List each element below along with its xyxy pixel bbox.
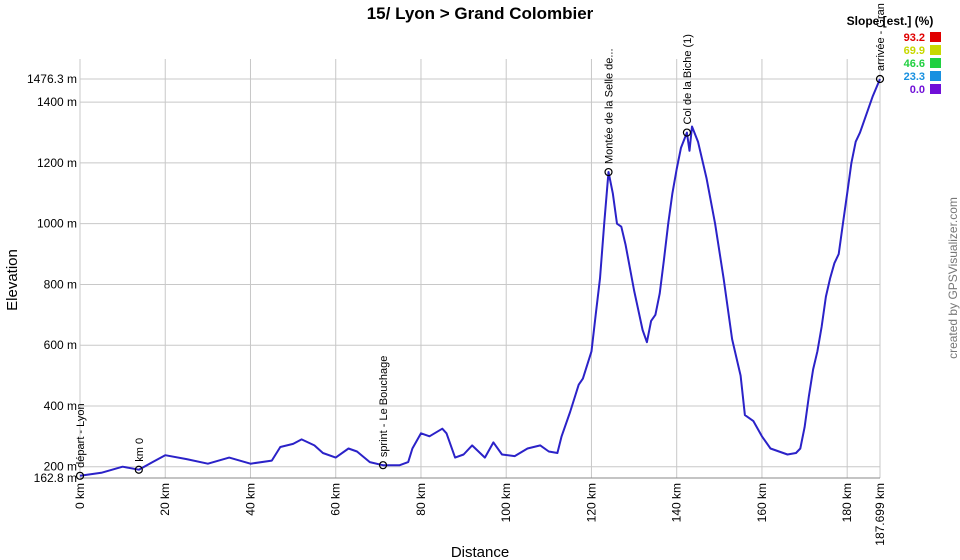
x-tick-label: 187.699 km	[873, 483, 887, 546]
legend-label: 46.6	[904, 58, 925, 70]
legend-swatch	[930, 32, 941, 42]
y-tick-label: 600 m	[44, 338, 77, 352]
waypoint	[875, 74, 885, 84]
x-tick-label: 100 km	[499, 483, 513, 522]
waypoint-label: Col de la Biche (1)	[682, 34, 694, 125]
x-tick-label: 120 km	[584, 483, 598, 522]
x-tick-label: 80 km	[414, 483, 428, 516]
legend-title: Slope [est.] (%)	[847, 14, 934, 28]
x-axis-title: Distance	[451, 544, 509, 560]
waypoint-label: Montée de la Selle de...	[604, 48, 616, 164]
y-tick-label: 1400 m	[37, 95, 77, 109]
legend-label: 23.3	[904, 71, 925, 83]
waypoint	[682, 128, 692, 137]
x-tick-label: 180 km	[840, 483, 854, 522]
waypoint-label: arrivée - Gran	[875, 3, 887, 71]
x-tick-label: 60 km	[329, 483, 343, 516]
y-tick-label: 162.8 m	[34, 471, 77, 485]
waypoint	[378, 461, 388, 470]
waypoint-label: sprint - Le Bouchage	[378, 356, 390, 458]
y-tick-label: 1476.3 m	[27, 72, 77, 86]
legend-swatch	[930, 71, 941, 81]
elevation-line	[79, 78, 881, 477]
x-tick-label: 20 km	[158, 483, 172, 516]
chart-title: 15/ Lyon > Grand Colombier	[367, 4, 594, 23]
waypoint	[604, 167, 613, 177]
x-tick-label: 140 km	[670, 483, 684, 522]
legend-label: 69.9	[904, 45, 925, 57]
x-tick-label: 40 km	[243, 483, 257, 516]
legend-label: 0.0	[910, 84, 925, 96]
waypoint	[75, 471, 85, 480]
legend-swatch	[930, 58, 941, 68]
y-tick-label: 1000 m	[37, 217, 77, 231]
y-axis-title: Elevation	[4, 249, 21, 311]
legend-swatch	[930, 84, 941, 94]
credit: created by GPSVisualizer.com	[946, 197, 960, 359]
waypoint-label: départ - Lyon	[75, 403, 87, 467]
legend-label: 93.2	[904, 32, 925, 44]
y-tick-label: 800 m	[44, 277, 77, 291]
waypoint	[134, 465, 143, 474]
x-tick-label: 0 km	[73, 483, 87, 509]
waypoint-label: km 0	[134, 438, 146, 462]
y-tick-label: 1200 m	[37, 156, 77, 170]
legend-swatch	[930, 45, 941, 55]
y-tick-label: 400 m	[44, 399, 77, 413]
x-tick-label: 160 km	[755, 483, 769, 522]
y-tick-label: 200 m	[44, 460, 77, 474]
